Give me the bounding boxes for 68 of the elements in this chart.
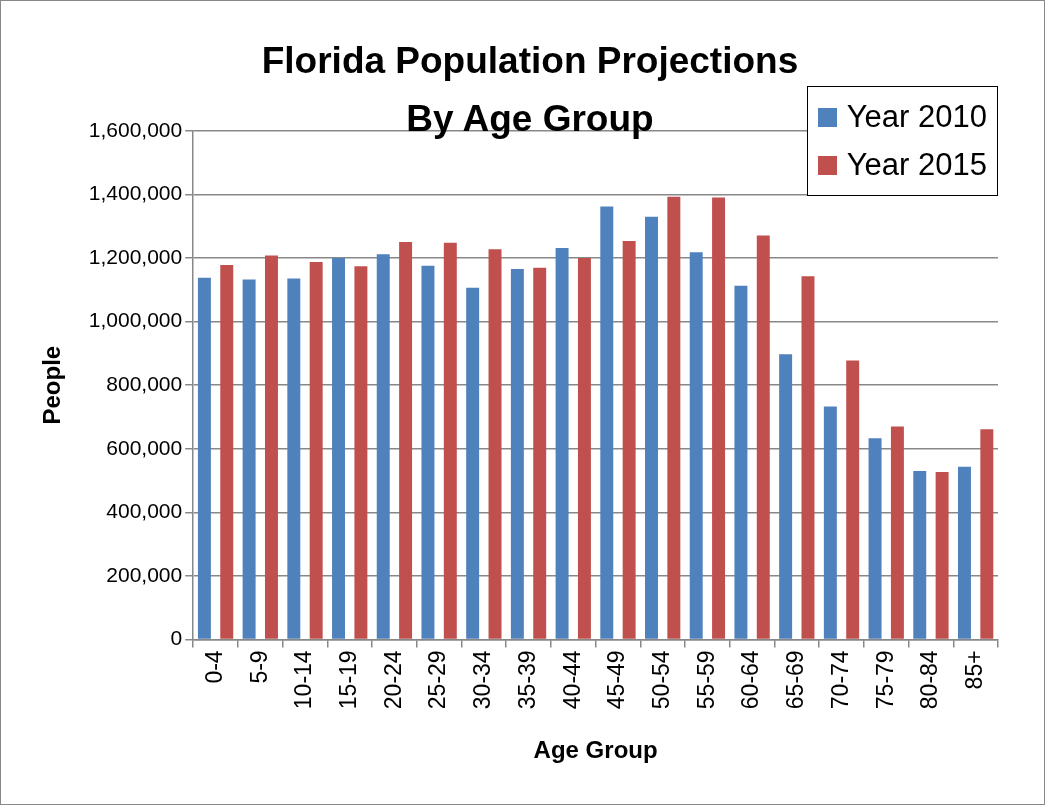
x-tick-label: 10-14	[290, 650, 317, 710]
bar	[220, 265, 234, 639]
x-tick-label: 45-49	[603, 650, 630, 710]
x-tick-label: 85+	[960, 650, 987, 690]
bar	[756, 235, 770, 639]
chart-title: Florida Population Projections By Age Group	[261, 40, 799, 139]
bar	[913, 470, 927, 639]
bar	[443, 242, 457, 639]
y-axis-title: People	[38, 345, 66, 425]
bar	[309, 261, 323, 639]
legend-label: Year 2015	[846, 147, 987, 183]
bar	[935, 471, 949, 639]
y-tick-label: 1,000,000	[88, 308, 183, 332]
x-tick-label: 30-34	[469, 650, 496, 710]
x-tick-label: 65-69	[782, 650, 809, 710]
bar	[645, 216, 658, 639]
bar	[354, 266, 368, 639]
bar	[466, 287, 480, 639]
y-tick-label: 400,000	[106, 499, 183, 523]
bar	[689, 252, 703, 639]
bar	[533, 267, 547, 639]
bar	[399, 241, 413, 639]
y-tick-label: 1,400,000	[88, 181, 183, 205]
x-tick-label: 5-9	[245, 650, 272, 684]
y-tick-label: 600,000	[106, 435, 183, 459]
bar	[734, 285, 748, 639]
x-tick-label: 60-64	[737, 650, 764, 710]
bar	[622, 240, 636, 639]
bar	[667, 196, 681, 639]
bar	[779, 354, 793, 639]
y-tick-label: 800,000	[106, 371, 183, 395]
x-tick-label: 50-54	[648, 650, 675, 710]
bar	[287, 278, 301, 639]
bar	[197, 277, 211, 639]
bar	[712, 197, 726, 639]
bar	[332, 258, 346, 639]
bar	[421, 265, 435, 639]
bar	[801, 276, 815, 639]
bar	[488, 249, 502, 639]
x-tick-label: 25-29	[424, 650, 451, 710]
x-tick-label: 80-84	[916, 650, 943, 710]
bar	[846, 360, 860, 639]
y-tick-label: 1,600,000	[88, 117, 183, 141]
x-tick-label: 70-74	[826, 650, 853, 710]
x-tick-label: 40-44	[558, 650, 585, 710]
x-tick-label: 15-19	[335, 650, 362, 710]
x-tick-label: 55-59	[692, 650, 719, 710]
x-tick-label: 0-4	[200, 650, 227, 684]
bar	[868, 438, 882, 639]
x-tick-label: 20-24	[379, 650, 406, 710]
x-tick-label: 75-79	[871, 650, 898, 710]
bar	[957, 466, 971, 639]
bar	[264, 255, 278, 639]
bar	[376, 254, 390, 639]
y-tick-label: 200,000	[106, 562, 183, 586]
bar	[510, 268, 524, 639]
bar	[980, 429, 994, 639]
bar	[600, 206, 614, 639]
bar	[823, 406, 837, 639]
legend-label: Year 2010	[846, 99, 987, 135]
x-axis-title: Age Group	[533, 736, 658, 764]
y-tick-label: 1,200,000	[88, 244, 183, 268]
bar	[555, 247, 569, 639]
bar	[890, 426, 904, 639]
y-tick-label: 0	[170, 626, 183, 650]
x-tick-label: 35-39	[513, 650, 540, 710]
bar	[577, 258, 591, 639]
bar	[242, 279, 256, 639]
